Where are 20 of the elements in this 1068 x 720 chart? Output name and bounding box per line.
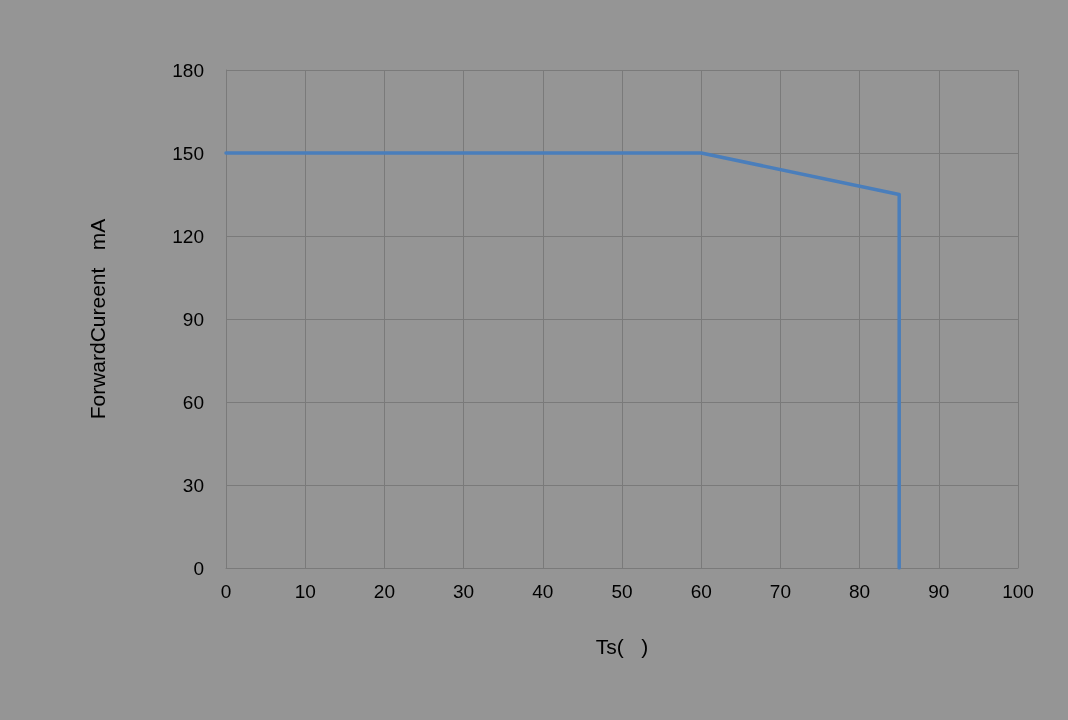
y-tick-label: 180 xyxy=(172,59,204,81)
x-tick-label: 70 xyxy=(769,581,791,602)
y-tick-label: 0 xyxy=(193,557,204,579)
x-tick-label: 10 xyxy=(294,581,316,602)
y-tick-label: 120 xyxy=(172,225,204,247)
x-tick-label: 40 xyxy=(532,581,554,602)
y-tick-label: 150 xyxy=(172,142,204,164)
y-tick-label: 60 xyxy=(182,391,204,413)
x-tick-label: 80 xyxy=(849,581,871,602)
x-tick-label: 0 xyxy=(220,581,232,602)
x-tick-label: 20 xyxy=(373,581,395,602)
y-tick-label: 90 xyxy=(182,308,204,330)
x-tick-label: 30 xyxy=(453,581,475,602)
x-tick-label: 60 xyxy=(690,581,712,602)
y-axis-title: ForwardCureent mA xyxy=(86,218,109,420)
x-tick-label: 50 xyxy=(611,581,633,602)
x-axis-title: Ts( ) xyxy=(595,635,649,658)
x-tick-label: 100 xyxy=(1002,581,1034,602)
x-tick-label: 90 xyxy=(928,581,950,602)
y-tick-label: 30 xyxy=(182,474,204,496)
